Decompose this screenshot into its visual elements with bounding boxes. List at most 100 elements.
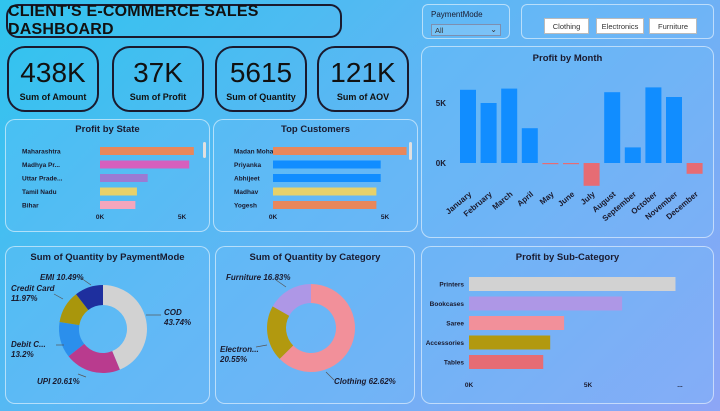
top-customers-chart: Madan Mohan Priyanka Abhijeet Madhav Yogesh 0… — [234, 147, 407, 221]
leader-line-upi — [77, 373, 87, 378]
bar-march — [501, 88, 518, 163]
bar-june — [563, 163, 579, 165]
bar-label-tamil-nadu: Tamil Nadu — [22, 189, 57, 196]
kpi-aov-value: 121K — [330, 57, 396, 88]
slice-cod — [103, 285, 148, 370]
leader-line-clothing — [325, 371, 335, 381]
slice-debit-c — [58, 322, 85, 357]
customers-scrollbar[interactable] — [409, 142, 412, 160]
bar-label-madhav: Madhav — [234, 189, 259, 196]
quantity-by-payment-title: Sum of Quantity by PaymentMode — [30, 252, 185, 263]
category-button-clothing[interactable]: Clothing — [544, 18, 589, 34]
payment-dropdown[interactable]: All ⌄ — [431, 24, 501, 36]
kpi-amount-value: 438K — [20, 57, 86, 88]
x-tick-label: 0K — [96, 214, 105, 221]
bar-yogesh — [273, 201, 377, 209]
y-tick-label: 5K — [436, 99, 446, 108]
top-customers-panel: Top Customers Madan Mohan Priyanka Abhijee… — [213, 119, 418, 232]
bar-madhav — [273, 187, 377, 196]
profit-by-subcategory-title: Profit by Sub-Category — [515, 252, 620, 263]
bar-abhijeet — [273, 174, 381, 182]
quantity-by-category-panel: Sum of Quantity by Category Clothing 62.… — [215, 246, 415, 404]
slice-label-furniture: Furniture 16.83% — [226, 273, 290, 282]
bar-label-madan-mohan: Madan Mohan — [234, 149, 277, 156]
top-customers-title: Top Customers — [281, 124, 350, 135]
category-slicer-panel: Clothing Electronics Furniture — [521, 4, 714, 39]
slice-label-electron: Electron... 20.55% — [219, 345, 259, 364]
kpi-quantity-card: 5615 Sum of Quantity — [215, 46, 307, 112]
kpi-profit-value: 37K — [133, 57, 183, 88]
slice-clothing — [279, 284, 355, 372]
x-tick-label: 5K — [584, 382, 593, 389]
leader-line-furniture — [275, 279, 287, 288]
x-tick-label: ... — [677, 382, 683, 389]
slice-label-emi: EMI 10.49% — [40, 273, 84, 282]
slice-upi — [68, 343, 120, 373]
bar-label-accessories: Accessories — [426, 340, 465, 347]
bar-october — [645, 87, 662, 163]
dashboard-title: CLIENT'S E-COMMERCE SALES DASHBOARD — [8, 3, 259, 38]
profit-by-subcategory-chart: Printers Bookcases Saree Accessories Tables 0… — [426, 277, 683, 389]
bar-tamil-nadu — [100, 187, 137, 196]
bar-february — [480, 103, 497, 163]
slice-label-upi: UPI 20.61% — [37, 377, 80, 386]
bar-madan-mohan — [273, 147, 407, 155]
x-tick-label-june: June — [556, 189, 577, 208]
bar-december — [686, 163, 703, 174]
kpi-quantity-label: Sum of Quantity — [226, 92, 296, 102]
bar-label-yogesh: Yogesh — [234, 203, 257, 210]
bar-label-tables: Tables — [444, 360, 464, 367]
y-tick-label: 0K — [436, 159, 446, 168]
payment-dropdown-value: All — [435, 26, 444, 35]
x-tick-label: 0K — [269, 214, 278, 221]
bar-label-maharashtra: Maharashtra — [22, 149, 61, 156]
x-tick-label-april: April — [515, 190, 535, 209]
bar-label-bookcases: Bookcases — [430, 301, 465, 308]
profit-by-month-panel: Profit by Month 0K 5K January February March… — [421, 46, 714, 238]
leader-line-emi — [80, 277, 92, 286]
bar-label-bihar: Bihar — [22, 203, 39, 210]
slice-electron — [267, 306, 294, 359]
profit-by-state-chart: Maharashtra Madhya Pr... Uttar Prade... Tam… — [22, 147, 194, 221]
kpi-profit-label: Sum of Profit — [129, 92, 187, 102]
bar-maharashtra — [100, 147, 194, 155]
kpi-profit-card: 37K Sum of Profit — [112, 46, 204, 112]
dashboard-title-box: CLIENT'S E-COMMERCE SALES DASHBOARD — [6, 3, 342, 38]
bar-label-abhijeet: Abhijeet — [234, 176, 260, 183]
slice-credit-card — [59, 294, 89, 326]
x-tick-label: 5K — [178, 214, 187, 221]
profit-by-month-title: Profit by Month — [532, 53, 603, 64]
quantity-by-category-title: Sum of Quantity by Category — [249, 252, 381, 263]
bar-bihar — [100, 201, 136, 209]
bar-label-priyanka: Priyanka — [234, 162, 261, 169]
x-tick-label-may: May — [538, 189, 556, 206]
bar-printers — [469, 277, 676, 291]
bar-september — [624, 147, 641, 163]
x-tick-label-march: March — [491, 190, 515, 212]
bar-november — [666, 97, 682, 163]
bar-label-saree: Saree — [446, 321, 464, 328]
slice-furniture — [272, 284, 311, 316]
slice-label-clothing: Clothing 62.62% — [334, 377, 396, 386]
bar-april — [521, 128, 538, 163]
bar-label-uttar-prade: Uttar Prade... — [22, 176, 63, 183]
kpi-quantity-value: 5615 — [229, 57, 293, 88]
bar-july — [583, 163, 600, 186]
bar-august — [604, 92, 621, 163]
payment-slicer-label: PaymentMode — [431, 10, 483, 19]
bar-label-madhya-pr: Madhya Pr... — [22, 162, 60, 169]
profit-by-subcategory-panel: Profit by Sub-Category Printers Bookcases… — [421, 246, 714, 404]
category-button-electronics[interactable]: Electronics — [596, 18, 644, 34]
kpi-amount-label: Sum of Amount — [19, 92, 87, 102]
quantity-by-payment-panel: Sum of Quantity by PaymentMode COD 43.74%… — [5, 246, 210, 404]
x-tick-label: 0K — [465, 382, 474, 389]
x-tick-label: 5K — [381, 214, 390, 221]
bar-uttar-prade — [100, 174, 148, 182]
kpi-aov-label: Sum of AOV — [336, 92, 390, 102]
category-button-furniture[interactable]: Furniture — [649, 18, 697, 34]
state-scrollbar[interactable] — [203, 142, 206, 158]
chevron-down-icon: ⌄ — [490, 25, 497, 34]
bar-label-printers: Printers — [439, 282, 464, 289]
bar-accessories — [469, 335, 551, 350]
